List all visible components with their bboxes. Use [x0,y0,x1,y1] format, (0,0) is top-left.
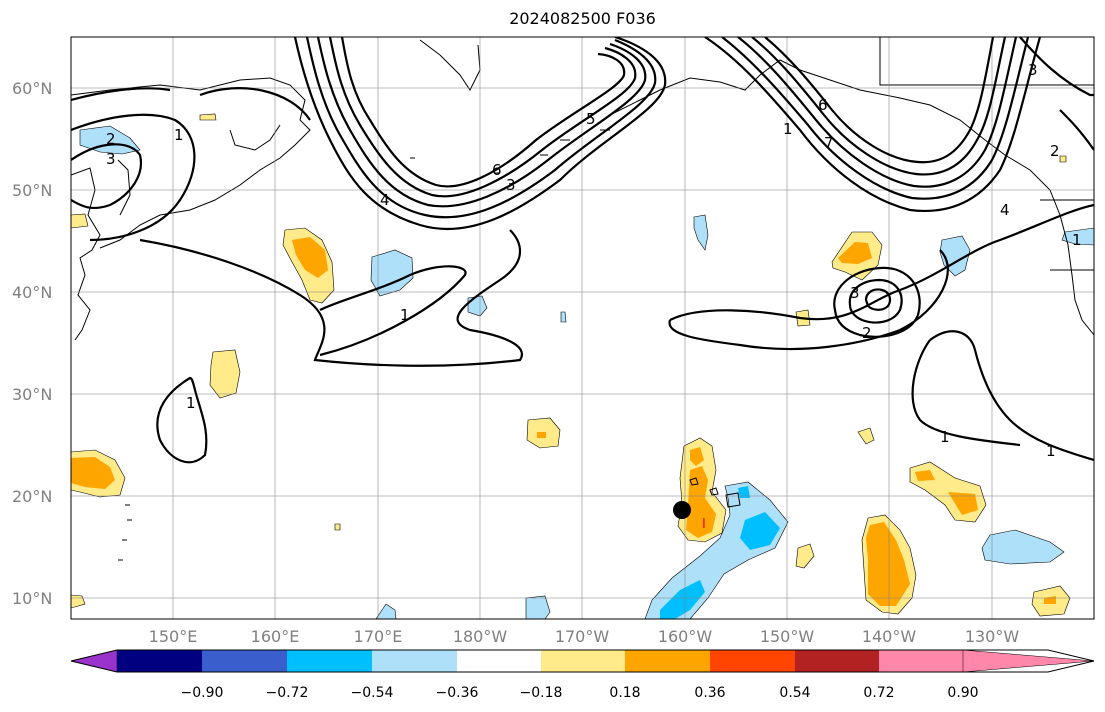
colorbar-tick: 0.90 [947,685,978,701]
colorbar: −0.90 −0.72 −0.54 −0.36 −0.18 0.18 0.36 … [70,649,1095,701]
contour-label: 2 [862,324,872,342]
contour-label: 7 [824,134,834,152]
shaded-anomalies [71,113,1094,619]
contour-label: 1 [174,126,184,144]
gridlines [71,37,1094,619]
colorbar-segment [795,650,879,672]
contour-label: 1 [186,394,196,412]
colorbar-tick: 0.72 [863,685,894,701]
storm-position-marker [673,501,691,519]
contour-label: 6 [492,161,502,179]
colorbar-tick: 0.54 [779,685,810,701]
lon-label: 160°W [658,627,713,646]
lon-label: 170°W [555,627,610,646]
colorbar-segment [287,650,372,672]
lon-label: 160°E [251,627,300,646]
storm-track-label: I [702,517,706,532]
colorbar-segment [372,650,457,672]
lon-label: 150°W [760,627,815,646]
contour-label: 1 [1046,442,1056,460]
contour-label: 2 [106,130,116,148]
colorbar-tick: 0.18 [609,685,640,701]
contour-label: 1 [940,428,950,446]
contour-label: 4 [380,191,390,209]
lat-label: 10°N [12,589,52,608]
contour-label: 3 [1028,61,1038,79]
contour-label: 3 [506,176,516,194]
contour-label: 3 [106,150,116,168]
contour-label: 3 [850,284,860,302]
contour-label: 6 [818,96,828,114]
colorbar-segment [457,650,541,672]
contour-label: 1 [783,120,793,138]
lat-label: 30°N [12,385,52,404]
colorbar-segment [202,650,287,672]
colorbar-tick: −0.90 [181,685,224,701]
contour-labels: 2 1 3 5 6 4 3 1 6 7 4 3 1 2 2 3 1 1 1 1 [106,61,1082,460]
lat-label: 20°N [12,487,52,506]
longitude-labels: 150°E 160°E 170°E 180°W 170°W 160°W 150°… [149,627,1020,646]
lat-label: 50°N [12,181,52,200]
contour-label: 4 [1000,201,1010,219]
lon-label: 170°E [354,627,403,646]
colorbar-tick: −0.72 [266,685,309,701]
colorbar-tick: −0.36 [436,685,479,701]
colorbar-tick: −0.18 [520,685,563,701]
lon-label: 180°W [453,627,508,646]
contour-label: 1 [1072,231,1082,249]
colorbar-tick: −0.54 [351,685,394,701]
contour-lines [71,37,1094,464]
colorbar-segment [625,650,710,672]
map-title: 2024082500 F036 [509,9,656,28]
lon-label: 130°W [965,627,1020,646]
colorbar-extend-high [962,649,1095,673]
plot-area [71,37,1094,619]
colorbar-segment [879,650,963,672]
latitude-labels: 60°N 50°N 40°N 30°N 20°N 10°N [12,79,52,608]
lat-label: 60°N [12,79,52,98]
contour-label: 2 [1050,142,1060,160]
lon-label: 150°E [149,627,198,646]
colorbar-segment [541,650,625,672]
contour-label: 5 [586,110,596,128]
colorbar-segment [710,650,795,672]
colorbar-segment [117,650,202,672]
colorbar-extend-low [70,649,118,673]
lat-label: 40°N [12,283,52,302]
contour-label: 1 [400,306,410,324]
lon-label: 140°W [862,627,917,646]
colorbar-tick: 0.36 [694,685,725,701]
plot-frame [70,36,1095,620]
